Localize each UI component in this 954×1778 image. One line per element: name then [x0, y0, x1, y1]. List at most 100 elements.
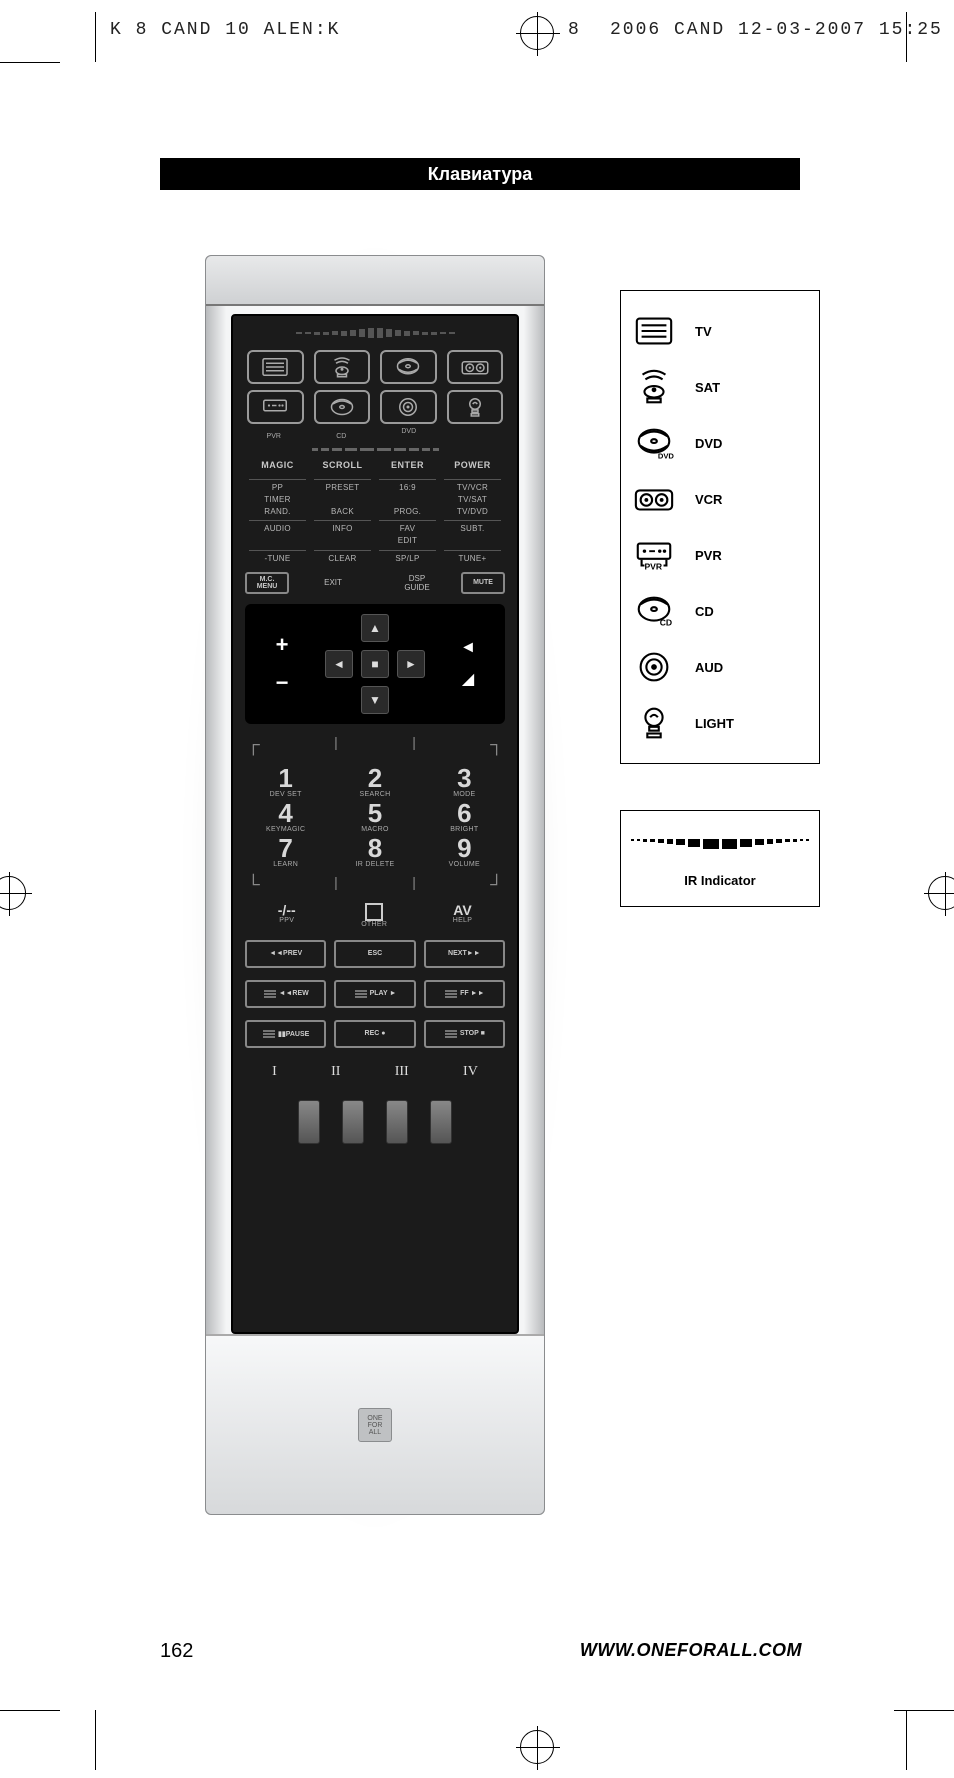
magic-key[interactable]: MAGIC [245, 460, 310, 470]
dvd-icon[interactable] [380, 350, 437, 384]
separator [245, 448, 505, 452]
crop-mark [95, 1710, 96, 1770]
zero-key[interactable]: OTHER [361, 903, 387, 928]
brand-logo: ONE FOR ALL [358, 1408, 392, 1442]
exit-label[interactable]: EXIT [293, 578, 373, 587]
dsp-guide-label[interactable]: DSP GUIDE [377, 574, 457, 592]
av-key[interactable]: AVHELP [453, 903, 473, 924]
nav-ok[interactable]: ■ [361, 650, 389, 678]
ir-indicator-row [245, 326, 505, 340]
dvd-icon: DVD [631, 424, 677, 462]
macro-i[interactable]: I [272, 1064, 277, 1080]
num-8[interactable]: 8IR DELETE [334, 835, 415, 868]
nav-left[interactable]: ◄ [325, 650, 353, 678]
hard-key-3[interactable] [386, 1100, 408, 1144]
registration-mark [0, 876, 26, 910]
registration-mark [928, 876, 954, 910]
volume-up[interactable]: + [276, 632, 289, 658]
stop-button[interactable]: STOP ■ [424, 1020, 505, 1048]
hard-key-1[interactable] [298, 1100, 320, 1144]
crop-mark [894, 1710, 954, 1711]
zero-row: -/--PPV OTHER AVHELP [245, 903, 505, 928]
rec-button[interactable]: REC ● [334, 1020, 415, 1048]
vcr-icon[interactable] [447, 350, 504, 384]
macro-ii[interactable]: II [331, 1064, 340, 1080]
menu-row: M.C.MENU EXIT DSP GUIDE MUTE [245, 572, 505, 594]
macro-iii[interactable]: III [395, 1064, 409, 1080]
nav-down[interactable]: ▼ [361, 686, 389, 714]
power-key[interactable]: POWER [440, 460, 505, 470]
svg-text:PVR: PVR [644, 561, 662, 571]
crop-mark [0, 1710, 60, 1711]
ir-indicator-caption: IR Indicator [631, 873, 809, 888]
aud-icon[interactable] [380, 390, 437, 424]
function-label-grid: PPPRESET16:9TV/VCR TIMERTV/SAT RAND.BACK… [245, 478, 505, 564]
ppv-key[interactable]: -/--PPV [278, 903, 296, 924]
legend-label: TV [695, 324, 712, 339]
tv-icon[interactable] [247, 350, 304, 384]
legend-label: AUD [695, 660, 723, 675]
nav-right[interactable]: ► [397, 650, 425, 678]
num-5[interactable]: 5MACRO [334, 800, 415, 833]
nav-up[interactable]: ▲ [361, 614, 389, 642]
prev-button[interactable]: ◄◄PREV [245, 940, 326, 968]
registration-mark [520, 16, 554, 50]
pvr-icon[interactable] [247, 390, 304, 424]
light-icon [631, 704, 677, 742]
pvr-icon: PVR [631, 536, 677, 574]
transport-row-3: ▮▮PAUSE REC ● STOP ■ [245, 1020, 505, 1048]
num-2[interactable]: 2SEARCH [334, 765, 415, 798]
esc-button[interactable]: ESC [334, 940, 415, 968]
next-button[interactable]: NEXT►► [424, 940, 505, 968]
volume-down[interactable]: − [276, 670, 289, 696]
page-number: 162 [160, 1640, 193, 1663]
pause-button[interactable]: ▮▮PAUSE [245, 1020, 326, 1048]
mc-menu-button[interactable]: M.C.MENU [245, 572, 289, 594]
num-4[interactable]: 4KEYMAGIC [245, 800, 326, 833]
mute-button[interactable]: MUTE [461, 572, 505, 594]
registration-mark [520, 1730, 554, 1764]
hard-key-row [245, 1100, 505, 1144]
legend-label: DVD [695, 436, 722, 451]
num-7[interactable]: 7LEARN [245, 835, 326, 868]
ff-button[interactable]: FF ►► [424, 980, 505, 1008]
legend-label: VCR [695, 492, 722, 507]
hard-key-4[interactable] [430, 1100, 452, 1144]
legend-label: CD [695, 604, 714, 619]
hard-key-2[interactable] [342, 1100, 364, 1144]
pvr-label: PVR [245, 433, 303, 440]
crop-mark [906, 1710, 907, 1770]
play-button[interactable]: PLAY ► [334, 980, 415, 1008]
tv-icon [631, 312, 677, 350]
num-3[interactable]: 3MODE [424, 765, 505, 798]
remote-top-cap [206, 256, 544, 306]
num-9[interactable]: 9VOLUME [424, 835, 505, 868]
num-1[interactable]: 1DEV SET [245, 765, 326, 798]
channel-up[interactable]: ◄ [460, 639, 476, 657]
cd-label: CD [313, 433, 371, 440]
sat-icon[interactable] [314, 350, 371, 384]
legend-label: LIGHT [695, 716, 734, 731]
remote-body: DVD PVR CD MAGIC SCROLL ENTER POWER PPPR… [205, 255, 545, 1515]
light-icon[interactable] [447, 390, 504, 424]
legend-label: PVR [695, 548, 722, 563]
print-header-mid: 8 [568, 20, 581, 40]
transport-row-2: ◄◄REW PLAY ► FF ►► [245, 980, 505, 1008]
print-header-left: K 8 CAND 10 ALEN:K [110, 20, 340, 40]
softkey-row: MAGIC SCROLL ENTER POWER [245, 460, 505, 470]
num-6[interactable]: 6BRIGHT [424, 800, 505, 833]
cd-icon[interactable] [314, 390, 371, 424]
channel-down[interactable]: ◢ [462, 669, 474, 689]
macro-iv[interactable]: IV [463, 1064, 478, 1080]
scroll-key[interactable]: SCROLL [310, 460, 375, 470]
enter-key[interactable]: ENTER [375, 460, 440, 470]
number-grid: 1DEV SET2SEARCH 3MODE 4KEYMAGIC5MACRO 6BRIG… [245, 765, 505, 868]
dpad: ▲ ▼ ◄ ► ■ [317, 614, 433, 714]
crop-mark [95, 12, 96, 62]
website-url: WWW.ONEFORALL.COM [580, 1640, 802, 1661]
remote-bottom-cap: ONE FOR ALL [206, 1334, 544, 1514]
svg-text:DVD: DVD [658, 451, 675, 460]
remote-panel: DVD PVR CD MAGIC SCROLL ENTER POWER PPPR… [231, 314, 519, 1334]
bracket-bot: └||┘ [245, 874, 505, 895]
rew-button[interactable]: ◄◄REW [245, 980, 326, 1008]
